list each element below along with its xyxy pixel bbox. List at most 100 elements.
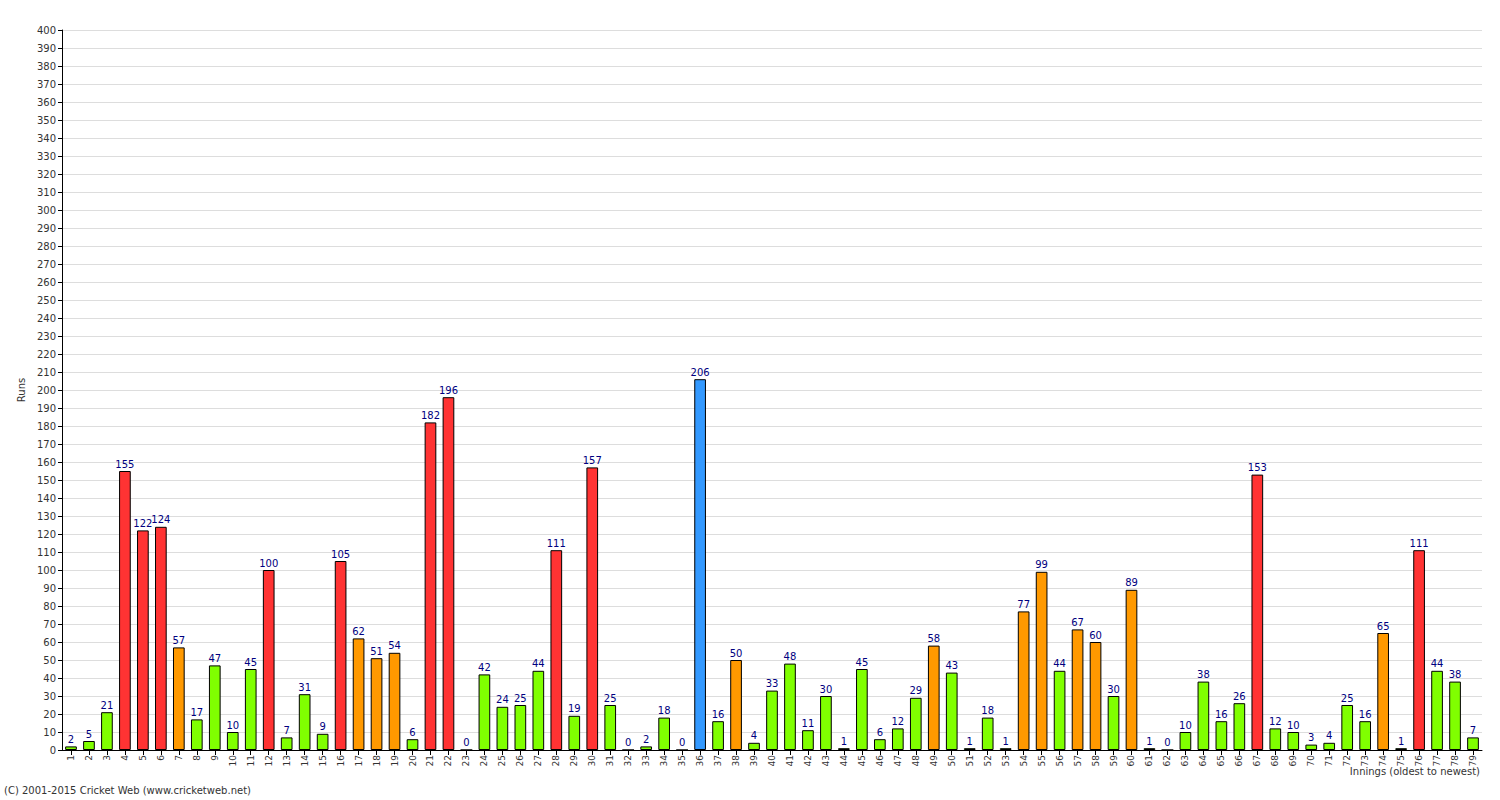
svg-text:38: 38 [731, 755, 741, 767]
svg-text:122: 122 [133, 518, 152, 529]
svg-text:10: 10 [1179, 720, 1192, 731]
svg-text:60: 60 [1126, 755, 1136, 767]
svg-text:340: 340 [37, 133, 56, 144]
svg-text:33: 33 [766, 678, 779, 689]
svg-text:25: 25 [497, 755, 507, 766]
svg-text:40: 40 [767, 755, 777, 767]
svg-text:23: 23 [461, 755, 471, 766]
svg-text:10: 10 [228, 755, 238, 767]
svg-text:200: 200 [37, 385, 56, 396]
svg-text:77: 77 [1432, 755, 1442, 766]
svg-text:12: 12 [891, 716, 904, 727]
svg-text:59: 59 [1109, 755, 1119, 767]
svg-text:65: 65 [1377, 621, 1390, 632]
svg-text:6: 6 [409, 727, 415, 738]
svg-text:29: 29 [909, 685, 922, 696]
svg-text:72: 72 [1342, 755, 1352, 766]
svg-text:27: 27 [533, 755, 543, 766]
svg-text:51: 51 [370, 646, 383, 657]
svg-text:31: 31 [605, 755, 615, 766]
svg-text:330: 330 [37, 151, 56, 162]
svg-text:3: 3 [1308, 732, 1314, 743]
svg-text:7: 7 [283, 725, 289, 736]
svg-text:100: 100 [37, 565, 56, 576]
svg-text:30: 30 [587, 755, 597, 767]
svg-text:25: 25 [514, 693, 527, 704]
svg-text:180: 180 [37, 421, 56, 432]
svg-text:24: 24 [479, 755, 489, 767]
svg-text:15: 15 [318, 755, 328, 766]
svg-text:71: 71 [1324, 755, 1334, 766]
svg-text:11: 11 [802, 718, 815, 729]
svg-text:9: 9 [210, 755, 220, 761]
svg-text:50: 50 [947, 755, 957, 767]
svg-text:280: 280 [37, 241, 56, 252]
svg-text:18: 18 [658, 705, 671, 716]
svg-text:62: 62 [1162, 755, 1172, 766]
svg-text:18: 18 [981, 705, 994, 716]
svg-text:Runs: Runs [16, 378, 27, 402]
svg-text:69: 69 [1288, 755, 1298, 767]
svg-text:57: 57 [1073, 755, 1083, 766]
svg-text:0: 0 [463, 737, 469, 748]
svg-text:12: 12 [264, 755, 274, 766]
svg-text:25: 25 [604, 693, 617, 704]
svg-text:1: 1 [1146, 736, 1152, 747]
svg-text:12: 12 [1269, 716, 1282, 727]
svg-text:62: 62 [352, 626, 365, 637]
svg-text:99: 99 [1035, 559, 1048, 570]
svg-text:0: 0 [1164, 737, 1170, 748]
svg-text:100: 100 [259, 558, 278, 569]
svg-text:50: 50 [730, 648, 743, 659]
svg-text:220: 220 [37, 349, 56, 360]
svg-text:89: 89 [1125, 577, 1138, 588]
svg-text:390: 390 [37, 43, 56, 54]
svg-text:44: 44 [1431, 658, 1444, 669]
svg-text:19: 19 [390, 755, 400, 767]
svg-text:29: 29 [569, 755, 579, 767]
svg-text:67: 67 [1071, 617, 1084, 628]
svg-text:55: 55 [1037, 755, 1047, 766]
svg-text:160: 160 [37, 457, 56, 468]
svg-text:35: 35 [677, 755, 687, 766]
svg-text:7: 7 [174, 755, 184, 761]
svg-text:39: 39 [749, 755, 759, 767]
svg-text:70: 70 [1306, 755, 1316, 767]
svg-text:17: 17 [190, 707, 203, 718]
svg-text:38: 38 [1449, 669, 1462, 680]
svg-text:9: 9 [319, 721, 325, 732]
svg-text:30: 30 [820, 684, 833, 695]
svg-text:360: 360 [37, 97, 56, 108]
svg-text:58: 58 [1091, 755, 1101, 767]
svg-text:210: 210 [37, 367, 56, 378]
svg-text:250: 250 [37, 295, 56, 306]
svg-text:11: 11 [246, 755, 256, 766]
svg-text:28: 28 [551, 755, 561, 767]
svg-text:150: 150 [37, 475, 56, 486]
svg-text:400: 400 [37, 25, 56, 36]
svg-text:1: 1 [841, 736, 847, 747]
svg-text:44: 44 [532, 658, 545, 669]
svg-text:1: 1 [967, 736, 973, 747]
svg-text:77: 77 [1017, 599, 1030, 610]
svg-text:43: 43 [945, 660, 958, 671]
svg-text:26: 26 [515, 755, 525, 767]
svg-text:51: 51 [965, 755, 975, 766]
svg-text:1: 1 [1398, 736, 1404, 747]
svg-text:60: 60 [43, 637, 56, 648]
svg-text:45: 45 [857, 755, 867, 766]
svg-text:30: 30 [1107, 684, 1120, 695]
svg-text:36: 36 [695, 755, 705, 767]
svg-text:120: 120 [37, 529, 56, 540]
svg-text:73: 73 [1360, 755, 1370, 766]
svg-text:206: 206 [691, 367, 710, 378]
svg-text:21: 21 [425, 755, 435, 766]
svg-text:10: 10 [1287, 720, 1300, 731]
svg-text:54: 54 [1019, 755, 1029, 767]
svg-text:90: 90 [43, 583, 56, 594]
svg-text:67: 67 [1252, 755, 1262, 766]
svg-text:8: 8 [192, 755, 202, 761]
svg-text:18: 18 [372, 755, 382, 767]
svg-text:111: 111 [1410, 538, 1429, 549]
svg-text:60: 60 [1089, 630, 1102, 641]
